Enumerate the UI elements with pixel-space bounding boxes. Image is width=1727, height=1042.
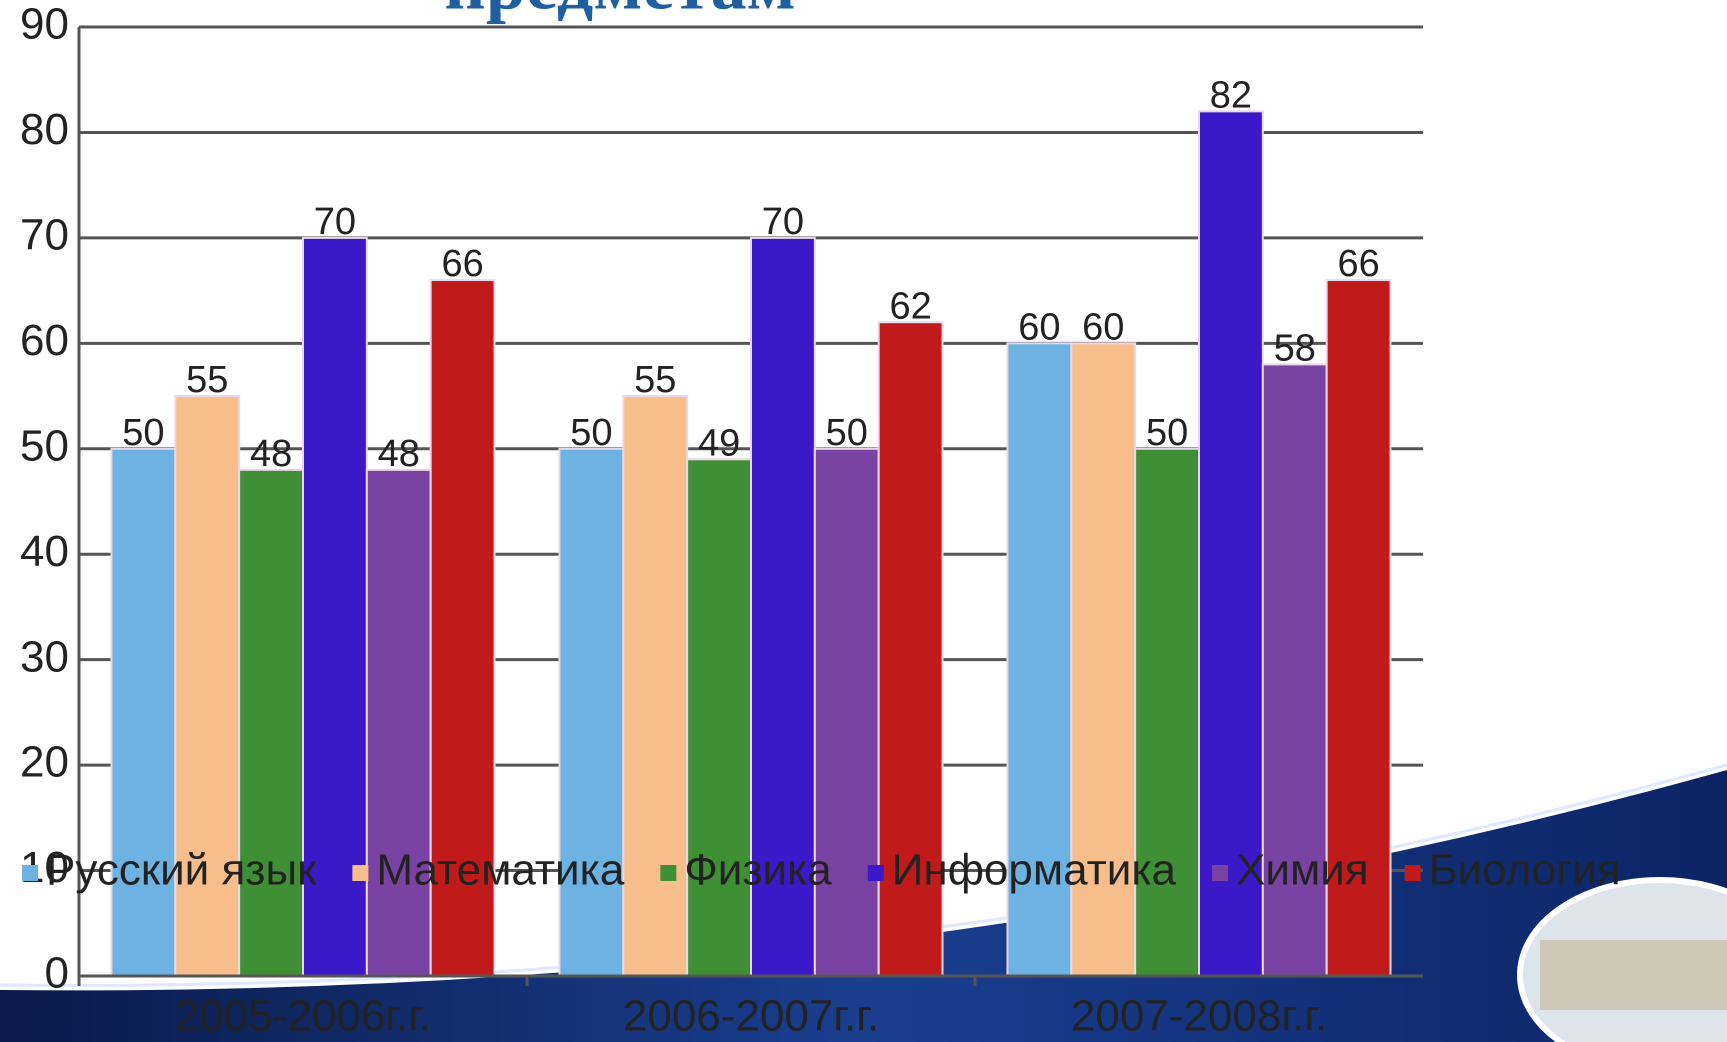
value-label: 60 — [1018, 306, 1060, 348]
value-label: 48 — [378, 433, 420, 475]
y-tick-label: 40 — [20, 527, 69, 576]
legend-label: Физика — [684, 846, 832, 895]
bar — [815, 449, 879, 976]
y-tick-label: 70 — [20, 211, 69, 260]
value-label: 82 — [1210, 74, 1252, 116]
legend-label: Информатика — [892, 846, 1177, 895]
value-label: 70 — [762, 201, 804, 243]
value-label: 66 — [441, 243, 483, 285]
bar — [239, 470, 303, 976]
value-label: 50 — [570, 412, 612, 454]
x-tick-label: 2007-2008г.г. — [1071, 992, 1327, 1041]
photo-building — [1540, 940, 1727, 1010]
legend-swatch — [352, 865, 368, 881]
y-tick-label: 30 — [20, 632, 69, 681]
bar — [1135, 449, 1199, 976]
value-label: 50 — [1146, 412, 1188, 454]
y-tick-label: 0 — [45, 949, 69, 998]
value-label: 58 — [1274, 327, 1316, 369]
value-label: 50 — [122, 412, 164, 454]
legend-swatch — [22, 865, 38, 881]
bar — [623, 396, 687, 976]
legend-swatch — [1212, 865, 1228, 881]
y-tick-label: 20 — [20, 738, 69, 787]
y-tick-label: 50 — [20, 421, 69, 470]
chart: предметам 01020304050607080902005-2006г.… — [0, 0, 1727, 1042]
legend-swatch — [1405, 865, 1421, 881]
y-tick-label: 80 — [20, 105, 69, 154]
y-tick-label: 60 — [20, 316, 69, 365]
value-label: 55 — [634, 359, 676, 401]
x-tick-label: 2005-2006г.г. — [175, 992, 431, 1041]
value-label: 49 — [698, 422, 740, 464]
value-label: 48 — [250, 433, 292, 475]
y-tick-label: 90 — [20, 0, 69, 49]
x-tick-label: 2006-2007г.г. — [623, 992, 879, 1041]
value-label: 55 — [186, 359, 228, 401]
bar — [687, 459, 751, 976]
legend-label: Русский язык — [46, 846, 317, 895]
legend-swatch — [660, 865, 676, 881]
chart-title: предметам — [444, 0, 795, 25]
legend-swatch — [868, 865, 884, 881]
legend-label: Химия — [1236, 846, 1369, 895]
value-label: 50 — [826, 412, 868, 454]
value-label: 60 — [1082, 306, 1124, 348]
value-label: 62 — [889, 285, 931, 327]
value-label: 66 — [1337, 243, 1379, 285]
legend-label: Математика — [376, 846, 624, 895]
legend-label: Биология — [1429, 846, 1621, 895]
bar — [367, 470, 431, 976]
bar — [111, 449, 175, 976]
value-label: 70 — [314, 201, 356, 243]
bar — [559, 449, 623, 976]
